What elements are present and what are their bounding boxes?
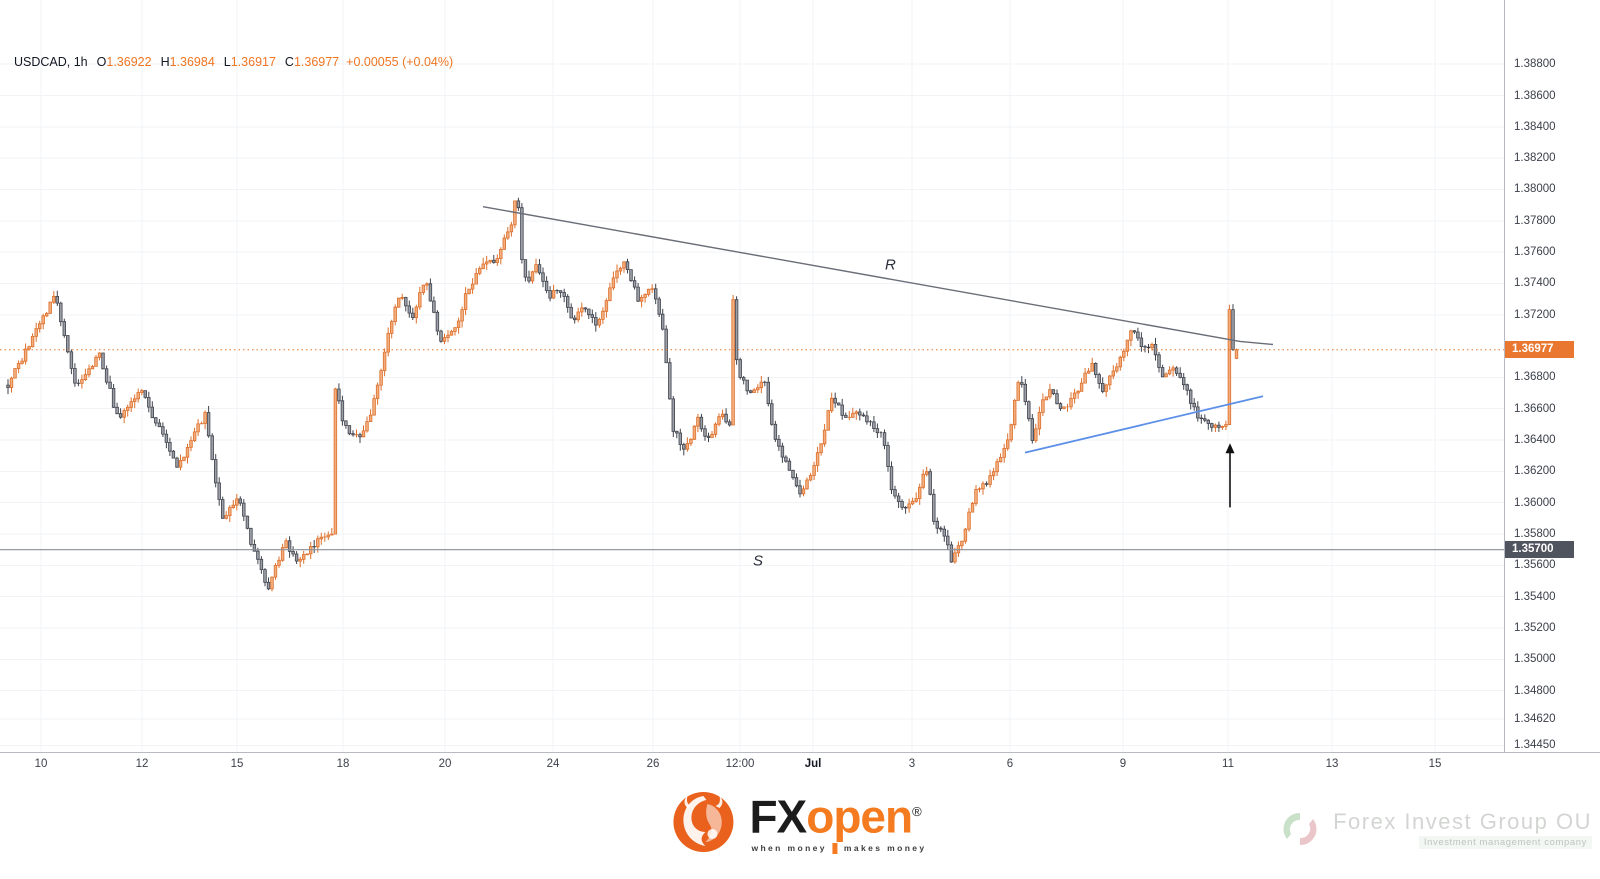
fxopen-tagline: when money makes money	[751, 842, 927, 854]
price-tick-label: 1.36200	[1514, 465, 1556, 478]
time-tick-label: Jul	[804, 758, 822, 770]
ascending-trendline[interactable]	[1024, 395, 1264, 454]
price-tick-label: 1.34620	[1514, 712, 1556, 725]
open-label: O	[96, 55, 107, 69]
vertical-gridlines	[40, 0, 1436, 752]
time-tick-label: 10	[34, 758, 48, 770]
resistance-line-label[interactable]: R	[885, 257, 896, 274]
down-bars-bodies	[6, 200, 1235, 590]
up-arrow-head-icon	[1225, 443, 1235, 454]
price-tick-label: 1.37800	[1514, 214, 1556, 227]
price-tick-label: 1.38600	[1514, 89, 1556, 102]
watermark-title: Forex Invest Group OU	[1333, 809, 1592, 834]
price-tick-label: 1.35400	[1514, 590, 1556, 603]
price-tick-label: 1.38000	[1514, 183, 1556, 196]
fxopen-bull-emblem-icon	[673, 792, 734, 852]
horizontal-gridlines	[0, 63, 1504, 746]
time-tick-label: 18	[336, 758, 350, 770]
price-tick-label: 1.36400	[1514, 434, 1556, 447]
time-tick-label: 3	[908, 758, 916, 770]
candlestick-chart-canvas[interactable]: SR	[0, 0, 1504, 752]
up-bars-bodies	[9, 200, 1239, 590]
axis-corner	[1504, 752, 1600, 777]
price-axis[interactable]: 1.36977 1.35700 1.38800 1.38600 1.38400 1.3…	[1504, 0, 1600, 752]
ohlc-legend[interactable]: USDCAD, 1h O1.36922 H1.36984 L1.36917 C1.369…	[14, 55, 453, 69]
price-tick-label: 1.35000	[1514, 653, 1556, 666]
price-tick-label: 1.37200	[1514, 308, 1556, 321]
symbol-interval-label: USDCAD, 1h	[14, 55, 88, 69]
support-line-label[interactable]: S	[753, 553, 763, 570]
price-tick-label: 1.35600	[1514, 559, 1556, 572]
watermark-subtitle: Investment management company	[1418, 836, 1592, 849]
time-tick-label: 9	[1119, 758, 1127, 770]
time-tick-label: 20	[438, 758, 452, 770]
price-tick-label: 1.34450	[1514, 739, 1556, 752]
footer: FXopen® when money makes money Forex Inv…	[0, 776, 1600, 879]
fxopen-wordmark: FXopen®	[749, 790, 922, 843]
price-tick-label: 1.36600	[1514, 402, 1556, 415]
price-tick-label: 1.35200	[1514, 621, 1556, 634]
resistance-trendline[interactable]	[482, 206, 1274, 346]
price-tick-label: 1.38800	[1514, 58, 1556, 71]
time-tick-label: 6	[1006, 758, 1014, 770]
time-tick-label: 12	[135, 758, 149, 770]
price-tick-label: 1.38400	[1514, 120, 1556, 133]
circular-arrows-icon	[1283, 812, 1317, 846]
price-tick-label: 1.37400	[1514, 277, 1556, 290]
high-value: 1.36984	[169, 55, 215, 69]
up-bars-wicks	[11, 200, 1237, 592]
time-axis[interactable]: 10 12 15 18 20 24 26 12:00 Jul 3 6 9 11 13 15	[0, 752, 1504, 777]
price-tick-label: 1.35800	[1514, 528, 1556, 540]
close-label: C	[284, 55, 294, 69]
low-value: 1.36917	[230, 55, 276, 69]
time-tick-label: 12:00	[725, 758, 755, 770]
price-tick-label: 1.34800	[1514, 684, 1556, 697]
forex-invest-group-watermark: Forex Invest Group OU Investment managem…	[1277, 806, 1592, 852]
registered-mark: ®	[912, 804, 922, 820]
price-tick-label: 1.36000	[1514, 496, 1556, 509]
open-value: 1.36922	[106, 55, 152, 69]
current-price-badge: 1.36977	[1505, 340, 1574, 358]
price-tick-label: 1.36800	[1514, 371, 1556, 384]
close-value: 1.36977	[293, 55, 340, 69]
high-label: H	[160, 55, 170, 69]
time-tick-label: 15	[1428, 758, 1442, 770]
price-tick-label: 1.38200	[1514, 152, 1556, 165]
price-tick-label: 1.37600	[1514, 246, 1556, 259]
change-value: +0.00055 (+0.04%)	[346, 55, 454, 69]
time-tick-label: 24	[546, 758, 560, 770]
time-tick-label: 26	[646, 758, 660, 770]
tagline-separator	[832, 842, 838, 854]
support-level-badge: 1.35700	[1505, 540, 1574, 558]
fxopen-logo: FXopen® when money makes money	[671, 790, 928, 854]
low-label: L	[223, 55, 231, 69]
time-tick-label: 13	[1325, 758, 1339, 770]
time-tick-label: 11	[1222, 758, 1234, 770]
time-tick-label: 15	[230, 758, 244, 770]
